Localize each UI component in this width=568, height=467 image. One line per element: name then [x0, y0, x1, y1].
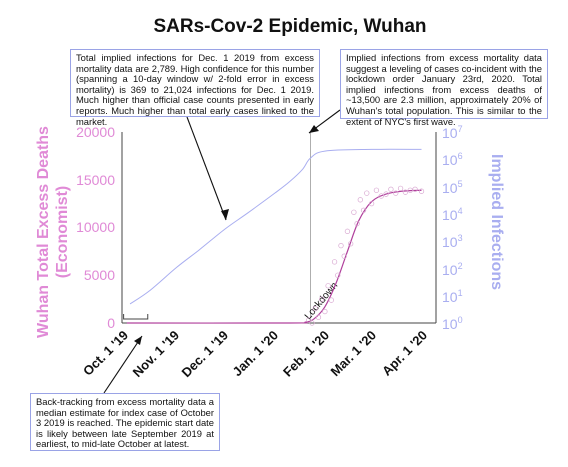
scatter-point	[344, 228, 351, 234]
x-tick-1: Nov. 1 '19	[130, 328, 182, 380]
y-left-tick-3: 15000	[76, 172, 115, 188]
y-left-tick-0: 0	[107, 315, 115, 331]
y-right-tick-2: 102	[442, 261, 463, 278]
series-line-implied-infections	[129, 148, 422, 305]
annotation-lockdown: Implied infections from excess mortality…	[340, 49, 548, 126]
y-left-label-line2: (Economist)	[54, 186, 71, 278]
scatter-point	[388, 186, 394, 192]
scatter-point	[306, 317, 312, 323]
y-left-label-line1: Wuhan Total Excess Deaths	[35, 126, 52, 338]
y-right-tick-7: 107	[442, 124, 463, 141]
arrow-bottom-note	[103, 335, 143, 394]
x-tick-4: Feb. 1 '20	[280, 328, 332, 380]
scatter-point	[354, 221, 360, 227]
scatter-point	[312, 306, 318, 312]
x-tick-2: Dec. 1 '19	[178, 328, 231, 381]
scatter-point	[331, 259, 338, 265]
arrow-bottom-head	[134, 336, 142, 345]
scatter-point	[315, 314, 322, 320]
scatter-point	[402, 189, 409, 195]
series-line-excess-deaths	[126, 189, 422, 324]
scatter-point	[378, 193, 384, 199]
scatter-point	[335, 272, 341, 278]
arrow-left-note	[186, 116, 227, 221]
y-right-ticks: 100 101 102 103 104 105 106 107	[442, 124, 463, 332]
scatter-point	[319, 296, 325, 302]
y-left-tick-4: 20000	[76, 124, 115, 140]
y-right-tick-0: 100	[442, 315, 463, 332]
x-tick-0: Oct. 1 '19	[80, 328, 131, 379]
scatter-point	[412, 186, 418, 192]
x-tick-6: Apr. 1 '20	[379, 328, 430, 379]
y-right-tick-4: 104	[442, 206, 463, 223]
y-right-tick-3: 103	[442, 233, 463, 250]
scatter-point	[373, 187, 380, 193]
y-right-tick-1: 101	[442, 288, 463, 305]
y-left-ticks: 0 5000 10000 15000 20000	[76, 124, 115, 331]
x-tick-5: Mar. 1 '20	[327, 328, 379, 380]
scatter-point	[322, 308, 328, 315]
x-ticks: Oct. 1 '19 Nov. 1 '19 Dec. 1 '19 Jan. 1 …	[80, 328, 430, 381]
scatter-point	[397, 185, 404, 191]
scatter-point	[351, 209, 357, 215]
arrow-right-head	[309, 125, 319, 133]
scatter-point	[360, 207, 367, 213]
scatter-point	[328, 297, 334, 303]
annotation-dec-2019: Total implied infections for Dec. 1 2019…	[70, 49, 320, 126]
scatter-point	[357, 197, 363, 203]
y-left-tick-2: 10000	[76, 219, 115, 235]
scatter-point	[418, 188, 425, 194]
scatter-point	[368, 200, 375, 207]
scatter-point	[348, 241, 354, 247]
scatter-point	[325, 283, 331, 289]
y-right-label: Implied Infections	[488, 154, 505, 290]
series-layer	[126, 148, 425, 326]
index-case-bracket	[123, 314, 149, 320]
y-right-tick-6: 106	[442, 151, 463, 168]
scatter-point	[338, 242, 344, 249]
scatter-point	[341, 253, 347, 259]
y-left-tick-1: 5000	[84, 267, 115, 283]
scatter-point	[383, 191, 389, 197]
y-right-tick-5: 105	[442, 179, 463, 196]
y-left-label: Wuhan Total Excess Deaths (Economist)	[35, 126, 71, 338]
scatter-point	[407, 187, 413, 193]
annotation-index-case: Back-tracking from excess mortality data…	[30, 393, 220, 451]
scatter-point	[364, 190, 370, 196]
arrows	[103, 109, 341, 394]
arrow-left-head	[221, 209, 229, 220]
chart-title: SARs-Cov-2 Epidemic, Wuhan	[153, 16, 426, 37]
scatter-point	[393, 190, 399, 196]
scatter-point	[309, 320, 315, 326]
x-tick-3: Jan. 1 '20	[229, 328, 281, 380]
